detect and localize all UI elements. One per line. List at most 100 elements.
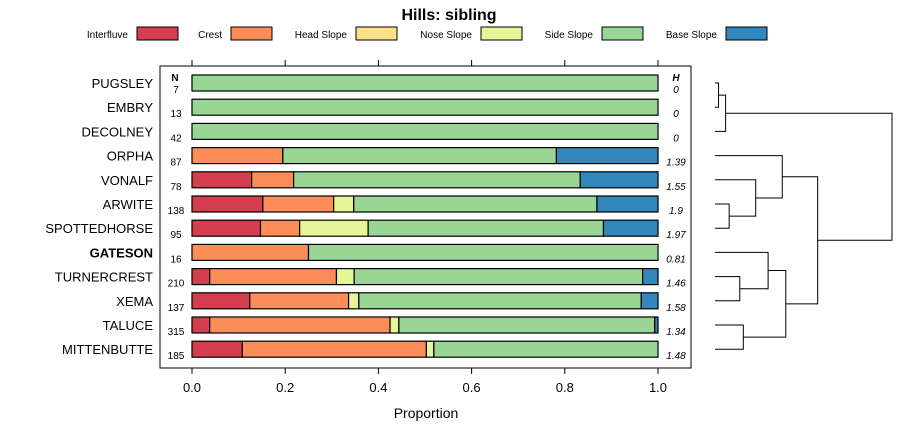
bar-spottedhorse-side-slope (367, 219, 605, 237)
row-label-decolney: DECOLNEY (81, 124, 153, 139)
x-tick-label: 0.8 (556, 380, 574, 395)
row-label-spottedhorse: SPOTTEDHORSE (45, 221, 153, 236)
legend-label-head-slope: Head Slope (295, 30, 348, 41)
bar-vonalf-interfluve (191, 171, 253, 189)
row-n-embry: 13 (170, 109, 182, 120)
column-header-n: N (171, 73, 178, 84)
legend-label-crest: Crest (198, 30, 222, 41)
bar-taluce-crest (209, 316, 391, 334)
bar-turnercrest-side-slope (353, 268, 644, 286)
bar-gateson-crest (191, 243, 310, 261)
bar-arwite-nose-slope (333, 195, 355, 213)
bar-orpha-crest (191, 147, 284, 165)
dendrogram-branch (743, 270, 787, 338)
dendrogram-branch (715, 251, 769, 290)
dendrogram-branch (715, 276, 741, 302)
row-n-vonalf: 78 (170, 182, 182, 193)
legend-label-nose-slope: Nose Slope (420, 30, 472, 41)
bar-vonalf-base-slope (579, 171, 659, 189)
row-h-spottedhorse: 1.97 (666, 230, 686, 241)
bar-orpha-base-slope (555, 147, 659, 165)
bar-xema-side-slope (358, 292, 642, 310)
row-label-xema: XEMA (116, 294, 153, 309)
dendrogram-branch (715, 179, 757, 217)
legend-label-base-slope: Base Slope (666, 30, 718, 41)
row-h-vonalf: 1.55 (666, 182, 686, 193)
dendrogram-branch (715, 203, 730, 229)
dendrogram-branch (715, 155, 783, 199)
legend-swatch-crest (230, 26, 273, 41)
plot-frame (159, 65, 692, 369)
dendrogram-branch (782, 176, 819, 305)
chart-title: Hills: sibling (401, 7, 496, 24)
legend-label-side-slope: Side Slope (545, 30, 594, 41)
bar-pugsley-side-slope (191, 74, 659, 92)
row-n-turnercrest: 210 (168, 279, 185, 290)
bar-rows: PUGSLEY 7 0 EMBRY 13 0 DECOLNEY 42 0 ORPHA 87 1.39 V… (45, 74, 686, 362)
bar-vonalf-side-slope (292, 171, 581, 189)
legend-swatch-base-slope (725, 26, 768, 41)
x-tick-label: 0.2 (276, 380, 294, 395)
row-label-taluce: TALUCE (103, 318, 154, 333)
row-n-decolney: 42 (170, 133, 182, 144)
legend-swatch-nose-slope (480, 26, 523, 41)
bar-turnercrest-interfluve (191, 268, 211, 286)
bar-vonalf-crest (251, 171, 295, 189)
dendrogram-branch (725, 112, 893, 241)
bar-turnercrest-crest (209, 268, 338, 286)
bar-mittenbutte-side-slope (433, 340, 659, 358)
bar-mittenbutte-crest (241, 340, 427, 358)
bar-turnercrest-base-slope (642, 268, 659, 286)
dendrogram-branch (715, 82, 720, 108)
bar-spottedhorse-base-slope (602, 219, 659, 237)
bar-arwite-side-slope (353, 195, 598, 213)
row-h-turnercrest: 1.46 (666, 279, 686, 290)
x-tick-label: 0.0 (183, 380, 201, 395)
row-h-embry: 0 (673, 109, 679, 120)
row-n-mittenbutte: 185 (168, 351, 185, 362)
bar-mittenbutte-nose-slope (425, 340, 435, 358)
legend-swatch-head-slope (355, 26, 398, 41)
row-h-taluce: 1.34 (666, 327, 686, 338)
row-n-spottedhorse: 95 (170, 230, 182, 241)
row-label-arwite: ARWITE (103, 197, 154, 212)
row-label-turnercrest: TURNERCREST (55, 270, 153, 285)
x-tick-label: 0.4 (369, 380, 387, 395)
legend-swatch-side-slope (601, 26, 644, 41)
row-n-taluce: 315 (168, 327, 185, 338)
row-label-orpha: ORPHA (107, 149, 154, 164)
row-h-decolney: 0 (673, 133, 679, 144)
bar-spottedhorse-interfluve (191, 219, 262, 237)
bar-taluce-side-slope (398, 316, 656, 334)
row-h-mittenbutte: 1.48 (666, 351, 686, 362)
row-label-mittenbutte: MITTENBUTTE (62, 342, 153, 357)
legend-label-interfluve: Interfluve (87, 30, 129, 41)
row-label-pugsley: PUGSLEY (92, 76, 154, 91)
bar-xema-base-slope (640, 292, 659, 310)
dendrogram-branch (715, 324, 744, 350)
bar-spottedhorse-crest (259, 219, 301, 237)
legend-swatch-interfluve (136, 26, 179, 41)
bar-arwite-base-slope (596, 195, 659, 213)
row-label-gateson: GATESON (90, 245, 153, 260)
legend: Interfluve Crest Head Slope Nose Slope Side … (87, 26, 768, 41)
row-n-arwite: 138 (168, 206, 185, 217)
row-label-vonalf: VONALF (101, 173, 153, 188)
bar-turnercrest-nose-slope (335, 268, 355, 286)
bar-arwite-interfluve (191, 195, 264, 213)
x-tick-label: 1.0 (649, 380, 667, 395)
x-axis: 0.0 0.2 0.4 0.6 0.8 1.0 (183, 60, 667, 395)
bar-taluce-base-slope (654, 316, 659, 334)
dendrogram (715, 82, 893, 350)
dendrogram-branch (715, 94, 727, 132)
column-header-h: H (672, 73, 680, 84)
bar-taluce-nose-slope (389, 316, 400, 334)
row-h-arwite: 1.9 (669, 206, 683, 217)
bar-decolney-side-slope (191, 122, 659, 141)
bar-mittenbutte-interfluve (191, 340, 243, 358)
row-h-gateson: 0.81 (666, 254, 685, 265)
bar-spottedhorse-nose-slope (299, 219, 369, 237)
row-h-pugsley: 0 (673, 85, 679, 96)
row-h-xema: 1.58 (666, 303, 686, 314)
